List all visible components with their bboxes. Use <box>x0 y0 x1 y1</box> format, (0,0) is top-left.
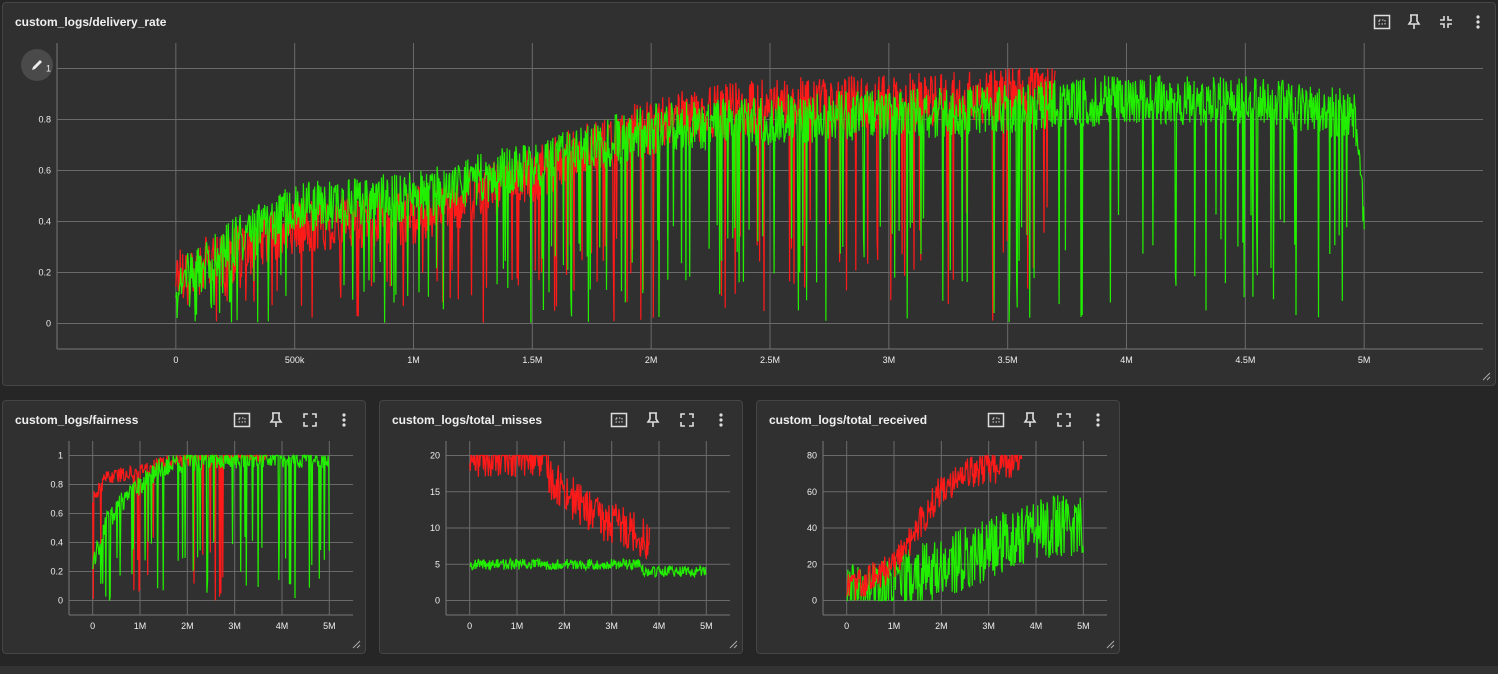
fit-domain-icon[interactable] <box>233 411 251 429</box>
x-tick-label: 2M <box>935 621 948 631</box>
resize-handle-icon[interactable] <box>1481 371 1491 381</box>
series-line-0 <box>846 495 1084 602</box>
x-tick-label: 5M <box>700 621 713 631</box>
fullscreen-icon[interactable] <box>678 411 696 429</box>
exit-fullscreen-icon[interactable] <box>1437 13 1455 31</box>
x-tick-label: 5M <box>1358 355 1371 365</box>
series-line-1 <box>846 454 1023 601</box>
pencil-icon <box>32 60 42 70</box>
y-tick-label: 0.4 <box>50 538 63 548</box>
x-tick-label: 1M <box>134 621 147 631</box>
resize-handle-icon[interactable] <box>351 639 361 649</box>
total-received-title: custom_logs/total_received <box>769 413 928 427</box>
total-received-toolbar <box>987 411 1107 429</box>
more-vert-icon[interactable] <box>335 411 353 429</box>
y-tick-label: 0 <box>46 319 51 329</box>
y-tick-label: 15 <box>430 487 440 497</box>
series-line-1 <box>175 74 1365 323</box>
y-tick-label: 20 <box>430 451 440 461</box>
x-tick-label: 2M <box>558 621 571 631</box>
total-misses-title: custom_logs/total_misses <box>392 413 543 427</box>
bottom-strip <box>0 666 1498 674</box>
y-tick-label: 0.2 <box>38 268 51 278</box>
x-tick-label: 3M <box>883 355 896 365</box>
x-tick-label: 1M <box>888 621 901 631</box>
more-vert-icon[interactable] <box>1089 411 1107 429</box>
y-tick-label: 80 <box>807 451 817 461</box>
x-tick-label: 3M <box>228 621 241 631</box>
series-line-0 <box>469 453 651 560</box>
total-misses-card: custom_logs/total_misses 0 1M 2M 3M 4M 5M 0 5 10… <box>379 400 743 654</box>
y-tick-label: 1 <box>46 64 51 74</box>
delivery-rate-card: custom_logs/delivery_rate 0 500k 1M 1.5M 2M 2… <box>2 2 1496 386</box>
x-tick-label: 4M <box>276 621 289 631</box>
x-tick-label: 4M <box>653 621 666 631</box>
y-tick-label: 20 <box>807 559 817 569</box>
y-tick-label: 0 <box>812 596 817 606</box>
resize-handle-icon[interactable] <box>1105 639 1115 649</box>
x-tick-label: 4.5M <box>1235 355 1255 365</box>
grid <box>57 43 1483 349</box>
x-tick-label: 2M <box>181 621 194 631</box>
y-tick-label: 0.8 <box>50 480 63 490</box>
edit-pencil-button[interactable] <box>21 49 53 81</box>
fairness-card: custom_logs/fairness 0 1M 2M 3M 4M 5M 0 0.2 0.4 0… <box>2 400 366 654</box>
total-misses-toolbar <box>610 411 730 429</box>
x-tick-label: 5M <box>323 621 336 631</box>
x-tick-label: 3M <box>605 621 618 631</box>
x-tick-label: 1M <box>407 355 420 365</box>
fullscreen-icon[interactable] <box>301 411 319 429</box>
y-tick-label: 0.2 <box>50 567 63 577</box>
pin-icon[interactable] <box>644 411 662 429</box>
x-tick-label: 500k <box>285 355 305 365</box>
x-tick-label: 0 <box>467 621 472 631</box>
x-tick-label: 1M <box>511 621 524 631</box>
x-tick-label: 5M <box>1077 621 1090 631</box>
fit-domain-icon[interactable] <box>1373 13 1391 31</box>
total-received-chart[interactable]: 0 1M 2M 3M 4M 5M 0 20 40 60 80 <box>757 401 1121 655</box>
fairness-chart[interactable]: 0 1M 2M 3M 4M 5M 0 0.2 0.4 0.6 0.8 1 <box>3 401 367 655</box>
y-tick-label: 0 <box>435 596 440 606</box>
x-tick-label: 4M <box>1120 355 1133 365</box>
delivery-rate-chart[interactable]: 0 500k 1M 1.5M 2M 2.5M 3M 3.5M 4M 4.5M 5M 0 0.2 0.4 0.… <box>3 3 1497 387</box>
y-tick-label: 1 <box>58 451 63 461</box>
x-tick-label: 0 <box>844 621 849 631</box>
x-tick-label: 0 <box>173 355 178 365</box>
series-line-1 <box>469 557 707 579</box>
more-vert-icon[interactable] <box>712 411 730 429</box>
pin-icon[interactable] <box>1405 13 1423 31</box>
pin-icon[interactable] <box>267 411 285 429</box>
y-tick-label: 40 <box>807 523 817 533</box>
series-line-0 <box>92 453 268 601</box>
series-line-1 <box>92 453 330 601</box>
x-tick-label: 4M <box>1030 621 1043 631</box>
y-tick-label: 60 <box>807 487 817 497</box>
delivery-rate-title: custom_logs/delivery_rate <box>15 15 167 29</box>
total-misses-chart[interactable]: 0 1M 2M 3M 4M 5M 0 5 10 15 20 <box>380 401 744 655</box>
y-tick-label: 5 <box>435 559 440 569</box>
pin-icon[interactable] <box>1021 411 1039 429</box>
x-tick-label: 2M <box>645 355 658 365</box>
resize-handle-icon[interactable] <box>728 639 738 649</box>
x-tick-label: 2.5M <box>760 355 780 365</box>
fairness-title: custom_logs/fairness <box>15 413 139 427</box>
y-tick-label: 0.6 <box>38 166 51 176</box>
fullscreen-icon[interactable] <box>1055 411 1073 429</box>
delivery-rate-toolbar <box>1373 13 1487 31</box>
total-received-card: custom_logs/total_received 0 1M 2M 3M 4M 5M 0 2… <box>756 400 1120 654</box>
fit-domain-icon[interactable] <box>610 411 628 429</box>
fit-domain-icon[interactable] <box>987 411 1005 429</box>
fairness-toolbar <box>233 411 353 429</box>
x-tick-label: 0 <box>90 621 95 631</box>
y-tick-label: 10 <box>430 523 440 533</box>
more-vert-icon[interactable] <box>1469 13 1487 31</box>
x-tick-label: 1.5M <box>522 355 542 365</box>
y-tick-label: 0.6 <box>50 509 63 519</box>
x-tick-label: 3.5M <box>998 355 1018 365</box>
y-tick-label: 0.8 <box>38 115 51 125</box>
y-tick-label: 0 <box>58 596 63 606</box>
y-tick-label: 0.4 <box>38 217 51 227</box>
x-tick-label: 3M <box>982 621 995 631</box>
